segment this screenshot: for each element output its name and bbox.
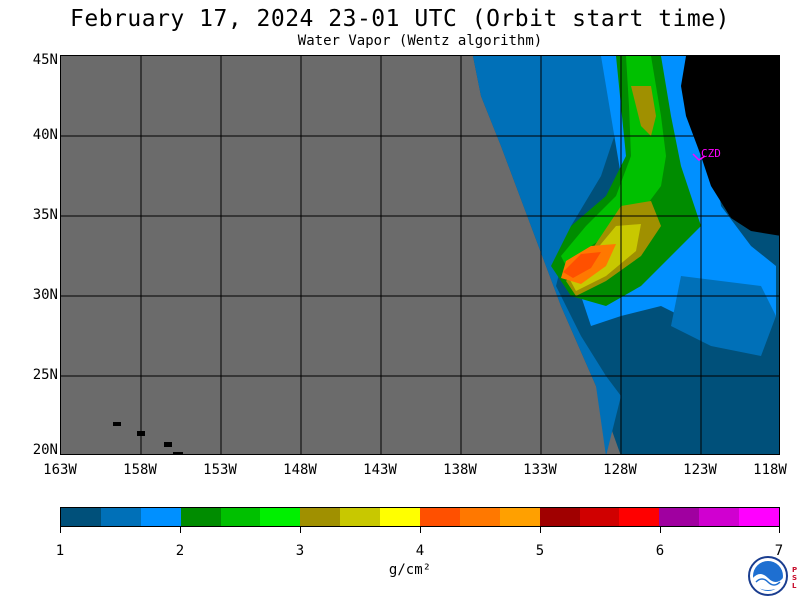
lon-label-128w: 128W (603, 462, 637, 478)
colorbar-segment (61, 508, 101, 526)
colorbar-tickmark (540, 527, 541, 533)
lon-label-148w: 148W (283, 462, 317, 478)
colorbar-tick-4: 4 (415, 543, 425, 559)
noaa-logo-icon[interactable] (748, 556, 788, 596)
lon-label-138w: 138W (443, 462, 477, 478)
station-label: CZD (701, 147, 721, 160)
colorbar-tickmark (60, 527, 61, 533)
lon-label-118w: 118W (753, 462, 787, 478)
colorbar-segment (420, 508, 460, 526)
colorbar-segment (619, 508, 660, 526)
moisture-plume-olive (631, 86, 656, 136)
colorbar-tickmark (420, 527, 421, 533)
lat-label-40n: 40N (32, 127, 58, 143)
colorbar-tickmark (180, 527, 181, 533)
lon-label-143w: 143W (363, 462, 397, 478)
hawaii-maui (164, 442, 172, 447)
colorbar-tick-2: 2 (175, 543, 185, 559)
colorbar-unit-label: g/cm² (388, 562, 432, 578)
colorbar-segment (380, 508, 421, 526)
colorbar-segment (220, 508, 261, 526)
colorbar-segment (699, 508, 740, 526)
colorbar-segment (499, 508, 540, 526)
colorbar-segment (579, 508, 620, 526)
lat-label-30n: 30N (32, 287, 58, 303)
lat-label-25n: 25N (32, 367, 58, 383)
colorbar-segment (180, 508, 221, 526)
moisture-core-red (563, 252, 601, 278)
colorbar-segment (300, 508, 341, 526)
colorbar-tickmark (300, 527, 301, 533)
lon-label-123w: 123W (683, 462, 717, 478)
lon-label-133w: 133W (523, 462, 557, 478)
hawaii-big-island (173, 452, 183, 454)
colorbar-segment (340, 508, 381, 526)
map-canvas: CZD (61, 56, 779, 454)
lon-label-163w: 163W (43, 462, 77, 478)
colorbar-segment (459, 508, 500, 526)
colorbar (60, 507, 780, 527)
colorbar-segment (140, 508, 181, 526)
land-north-america (681, 56, 779, 236)
map-grid (61, 56, 779, 454)
colorbar-tickmark (660, 527, 661, 533)
station-marker (692, 153, 706, 161)
colorbar-tick-6: 6 (655, 543, 665, 559)
lat-label-20n: 20N (32, 442, 58, 458)
page-title: February 17, 2024 23-01 UTC (Orbit start… (70, 6, 730, 32)
colorbar-tickmark (779, 527, 780, 533)
lat-label-45n: 45N (32, 52, 58, 68)
lat-label-35n: 35N (32, 207, 58, 223)
lon-label-158w: 158W (123, 462, 157, 478)
page-subtitle: Water Vapor (Wentz algorithm) (297, 33, 543, 49)
colorbar-tick-7: 7 (774, 543, 784, 559)
colorbar-tick-3: 3 (295, 543, 305, 559)
colorbar-segment (739, 508, 780, 526)
swath-blue-band (473, 56, 621, 454)
colorbar-tick-1: 1 (55, 543, 65, 559)
colorbar-tick-5: 5 (535, 543, 545, 559)
hawaii-kauai (113, 422, 121, 426)
water-vapor-map: CZD (60, 55, 780, 455)
colorbar-segment (659, 508, 700, 526)
colorbar-segment (260, 508, 301, 526)
colorbar-segment (100, 508, 141, 526)
colorbar-segment (539, 508, 580, 526)
lon-label-153w: 153W (203, 462, 237, 478)
